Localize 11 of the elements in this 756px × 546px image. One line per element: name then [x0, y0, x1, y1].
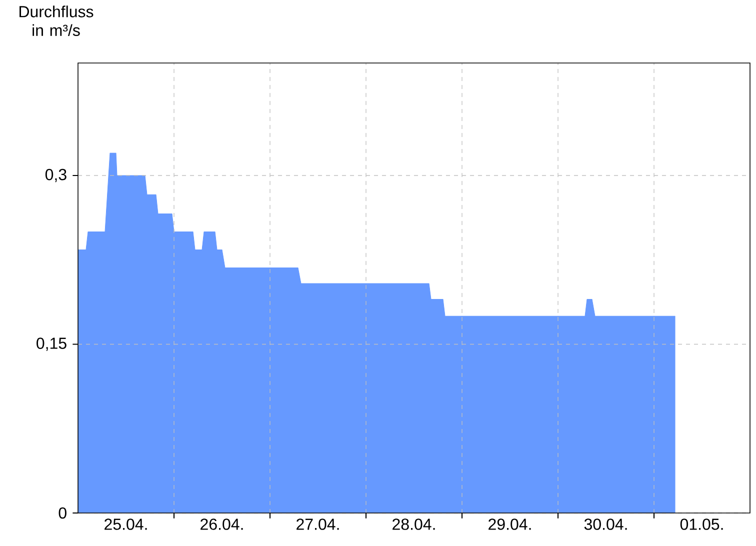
x-tick-label: 29.04. — [488, 518, 531, 530]
y-axis-title: Durchfluss in m³/s — [20, 6, 94, 36]
x-tick-label: 25.04. — [104, 518, 147, 530]
x-tick-label: 26.04. — [200, 518, 243, 530]
x-tick-label: 30.04. — [584, 518, 627, 530]
x-tick-label: 01.05. — [680, 518, 723, 530]
y-tick-label: 0,15 — [36, 338, 66, 351]
x-tick-label: 28.04. — [392, 518, 435, 530]
y-tick-label: 0 — [58, 507, 66, 519]
x-tick-label: 27.04. — [296, 518, 339, 530]
y-tick-label: 0,3 — [45, 168, 66, 182]
